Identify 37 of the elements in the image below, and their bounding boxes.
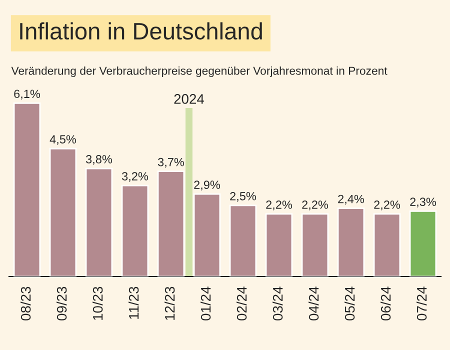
bar	[265, 213, 293, 276]
bar	[13, 102, 41, 276]
data-label: 4,5%	[50, 135, 76, 145]
data-label: 2,5%	[230, 192, 256, 202]
data-label: 2,9%	[194, 180, 220, 190]
x-tick-label: 12/23	[164, 286, 175, 320]
data-label: 3,8%	[86, 155, 112, 165]
x-tick-label: 07/24	[416, 286, 427, 320]
x-tick-label: 11/23	[128, 286, 139, 319]
x-tick-label: 05/24	[344, 286, 355, 320]
x-tick-label: 04/24	[308, 286, 319, 320]
data-label: 3,7%	[158, 158, 184, 168]
bar	[301, 213, 329, 276]
data-label: 2,2%	[302, 200, 328, 210]
data-label: 2,2%	[266, 200, 292, 210]
x-tick-label: 02/24	[236, 286, 247, 320]
data-label: 2,4%	[338, 194, 364, 205]
bar	[85, 168, 113, 276]
x-tick-label: 06/24	[380, 286, 391, 320]
chart-subtitle: Veränderung der Verbraucherpreise gegenüber Vorjahresmonat in Prozent	[11, 66, 388, 78]
chart-title: Inflation in Deutschland	[20, 22, 262, 40]
x-tick-label: 03/24	[272, 286, 283, 320]
data-label: 2,2%	[374, 200, 400, 210]
data-label: 3,2%	[122, 172, 148, 182]
ref-line-label: 2024	[174, 94, 204, 104]
bar	[373, 213, 401, 276]
bar	[121, 184, 149, 276]
data-label: 2,3%	[410, 198, 436, 208]
bar	[49, 148, 77, 276]
data-label: 6,1%	[14, 90, 40, 100]
bar	[337, 208, 365, 276]
x-tick-label: 08/23	[20, 286, 31, 320]
x-tick-label: 01/24	[200, 286, 211, 320]
x-tick-label: 10/23	[92, 286, 103, 320]
bar	[409, 210, 437, 276]
x-tick-label: 09/23	[56, 286, 67, 320]
bar	[229, 204, 257, 276]
